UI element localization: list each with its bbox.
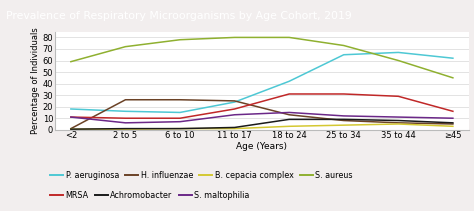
Legend: MRSA, Achromobacter, S. maltophilia: MRSA, Achromobacter, S. maltophilia — [50, 191, 250, 200]
Y-axis label: Percentage of Individuals: Percentage of Individuals — [31, 27, 40, 134]
X-axis label: Age (Years): Age (Years) — [237, 142, 287, 150]
Text: Prevalence of Respiratory Microorganisms by Age Cohort, 2019: Prevalence of Respiratory Microorganisms… — [6, 11, 351, 21]
